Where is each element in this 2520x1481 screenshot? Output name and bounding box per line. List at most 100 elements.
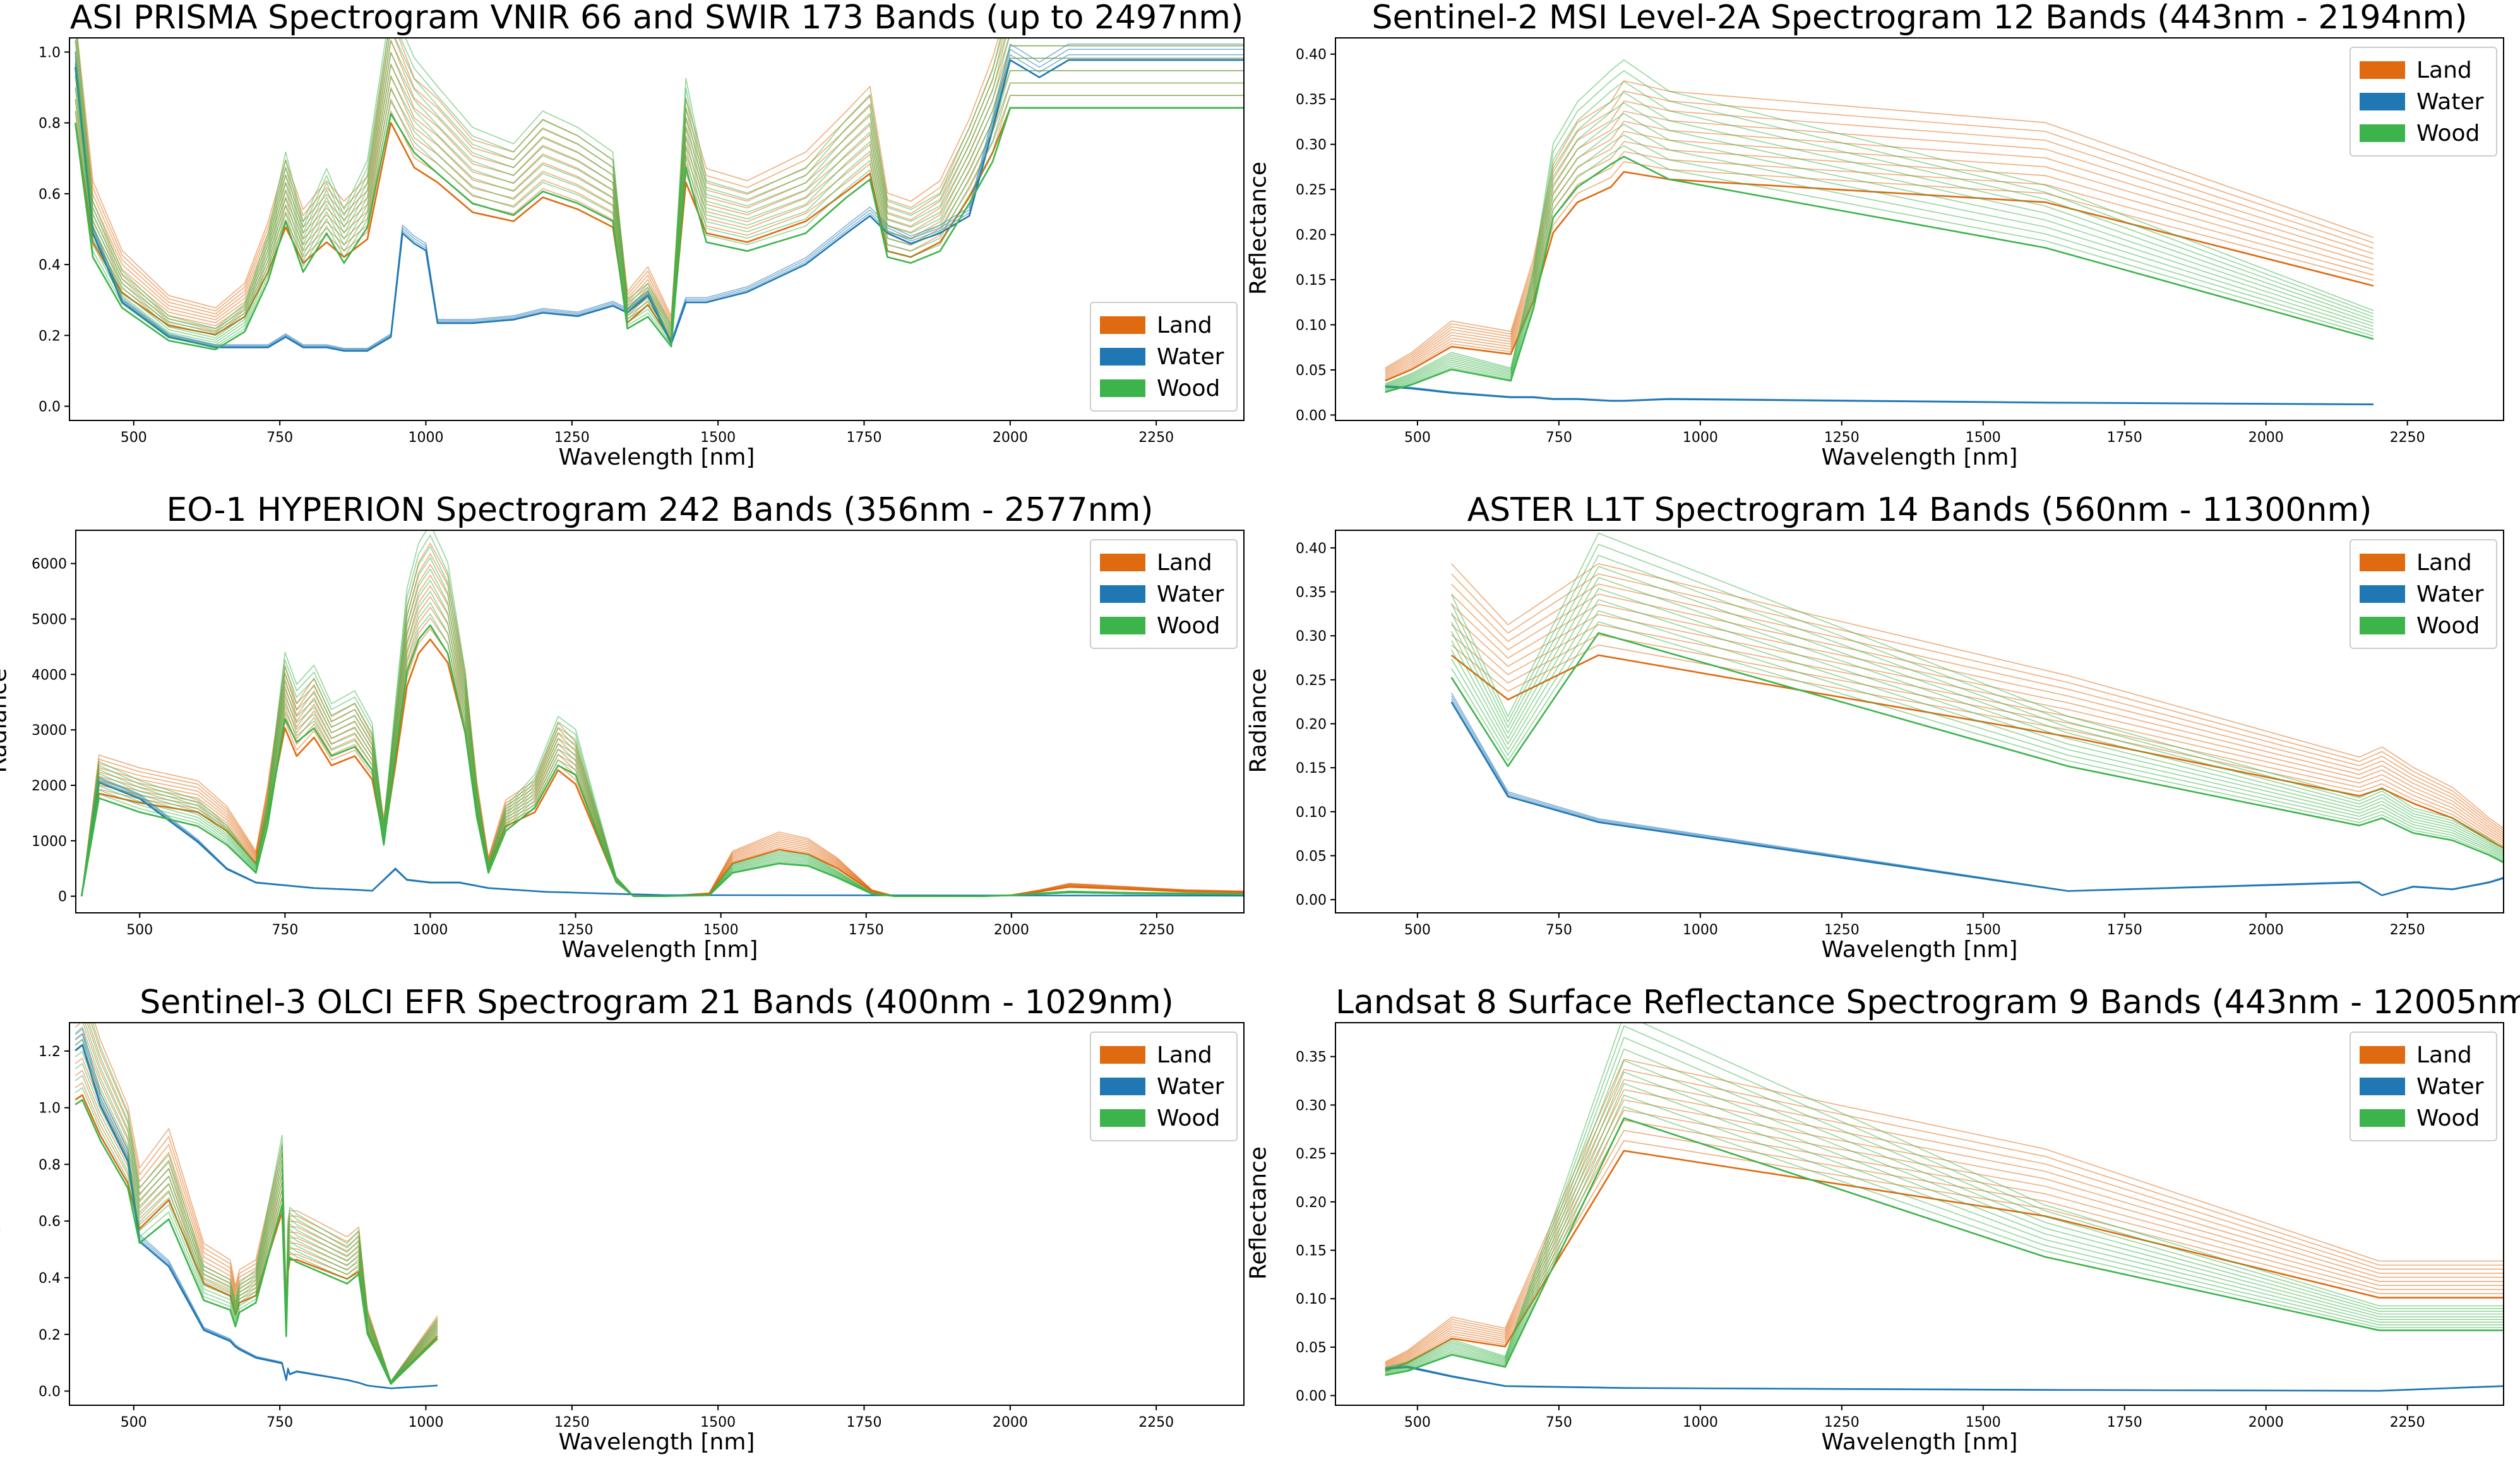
legend-item-water: Water xyxy=(1100,1071,1227,1102)
y-tick-label: 0.25 xyxy=(1296,673,1327,689)
series-line-water xyxy=(1385,384,2374,405)
series-line-wood xyxy=(81,545,1244,897)
series-line-land xyxy=(1451,583,2504,833)
legend-label: Wood xyxy=(2416,612,2480,639)
series-line-water xyxy=(75,44,1244,349)
series-line-land xyxy=(1385,90,2374,370)
series-line-water xyxy=(1385,1365,2504,1391)
axes-frame xyxy=(1335,530,2504,913)
series-line-wood xyxy=(75,107,1244,351)
chart-panel-1: ASI PRISMA Spectrogram VNIR 66 and SWIR … xyxy=(0,0,1250,496)
y-tick-label: 0.20 xyxy=(1296,717,1327,732)
x-tick-label: 500 xyxy=(1404,1415,1431,1430)
x-tick-label: 1750 xyxy=(2107,922,2142,938)
series-line-wood xyxy=(1385,70,2374,386)
y-tick-label: 0.20 xyxy=(1296,1195,1327,1211)
legend-item-land: Land xyxy=(2360,54,2487,86)
y-tick-label: 1.0 xyxy=(39,45,61,61)
x-tick-label: 750 xyxy=(1546,1415,1572,1430)
series-line-wood xyxy=(1450,577,2504,855)
y-tick-label: 0.25 xyxy=(1296,1146,1327,1162)
y-tick-label: 5000 xyxy=(32,612,67,628)
series-line-wood xyxy=(1385,113,2374,390)
series-line-wood xyxy=(1450,588,2504,857)
y-tick-label: 0.40 xyxy=(1296,541,1327,557)
x-tick-label: 1000 xyxy=(1683,1415,1718,1430)
legend-swatch xyxy=(2360,554,2405,571)
legend-swatch xyxy=(1100,617,1145,634)
x-tick-label: 2250 xyxy=(2390,430,2425,446)
series-line-wood xyxy=(75,38,1006,334)
x-axis-label: Wavelength [nm] xyxy=(558,1429,755,1455)
series-line-land xyxy=(1385,1119,2504,1369)
legend-label: Wood xyxy=(2416,1105,2480,1131)
series-line-land xyxy=(75,1082,438,1384)
y-tick-label: 0.15 xyxy=(1296,1244,1327,1259)
x-tick-label: 1750 xyxy=(2107,1415,2142,1430)
legend-label: Water xyxy=(2416,581,2484,607)
series-line-wood xyxy=(1385,155,2374,393)
series-line-land xyxy=(75,1023,438,1383)
axes-frame xyxy=(1335,37,2504,421)
y-tick-label: 0.05 xyxy=(1296,848,1327,864)
x-tick-label: 1000 xyxy=(412,922,448,938)
legend-swatch xyxy=(1100,1078,1145,1095)
y-tick-label: 1.2 xyxy=(39,1044,61,1060)
series-line-land xyxy=(1385,1089,2504,1365)
y-tick-label: 1.0 xyxy=(39,1101,61,1117)
y-tick-label: 0.00 xyxy=(1296,893,1327,908)
legend-item-wood: Wood xyxy=(2360,117,2487,149)
legend-swatch xyxy=(2360,1078,2405,1095)
legend-item-wood: Wood xyxy=(2360,610,2487,641)
axes-frame xyxy=(69,1022,1245,1406)
y-tick-label: 0.0 xyxy=(39,1384,61,1400)
legend-label: Water xyxy=(2416,88,2484,115)
legend-swatch xyxy=(2360,1046,2405,1064)
y-axis-label: Radiance xyxy=(0,1160,6,1266)
series-line-land xyxy=(1385,110,2374,373)
x-tick-label: 1500 xyxy=(703,922,739,938)
x-axis-label: Wavelength [nm] xyxy=(558,444,755,470)
legend-label: Land xyxy=(1157,1042,1212,1068)
chart-title: EO-1 HYPERION Spectrogram 242 Bands (356… xyxy=(166,491,1154,529)
y-tick-label: 0 xyxy=(58,889,67,905)
series-line-land xyxy=(1385,1069,2504,1364)
x-tick-label: 1250 xyxy=(554,1415,590,1430)
series-line-wood xyxy=(1385,1094,2504,1374)
series-line-wood xyxy=(1385,81,2374,386)
series-line-water xyxy=(1385,386,2374,405)
series-line-land xyxy=(1451,644,2504,847)
series-group xyxy=(75,1023,438,1389)
chart-panel-4: ASTER L1T Spectrogram 14 Bands (560nm - … xyxy=(1246,491,2510,989)
series-line-land xyxy=(1451,614,2504,840)
legend-swatch xyxy=(1100,316,1145,334)
series-line-wood xyxy=(81,530,1244,897)
x-tick-label: 1750 xyxy=(847,1415,882,1430)
legend-swatch xyxy=(2360,617,2405,634)
series-line-land xyxy=(81,553,1244,897)
series-line-water xyxy=(75,1033,438,1389)
y-tick-label: 0.15 xyxy=(1296,761,1327,776)
legend-swatch xyxy=(2360,124,2405,142)
legend: Land Water Wood xyxy=(1090,539,1238,649)
series-line-wood xyxy=(1451,610,2504,860)
chart-title: Sentinel-3 OLCI EFR Spectrogram 21 Bands… xyxy=(140,984,1174,1021)
series-line-water xyxy=(75,1038,438,1389)
y-tick-label: 0.0 xyxy=(39,400,61,415)
series-group xyxy=(1450,532,2504,896)
y-tick-label: 0.00 xyxy=(1296,1389,1327,1405)
legend-item-water: Water xyxy=(2360,578,2487,610)
x-axis-label: Wavelength [nm] xyxy=(1821,937,2018,963)
series-line-land xyxy=(1385,1099,2504,1367)
legend-swatch xyxy=(1100,554,1145,571)
series-line-wood xyxy=(75,1075,438,1384)
series-line-wood xyxy=(1385,1071,2504,1372)
x-tick-label: 750 xyxy=(1546,922,1572,938)
legend-swatch xyxy=(2360,93,2405,110)
series-line-land xyxy=(75,38,1010,325)
series-line-wood xyxy=(75,1098,438,1385)
x-tick-label: 2000 xyxy=(994,922,1029,938)
legend-item-land: Land xyxy=(1100,1039,1227,1071)
series-line-wood xyxy=(1450,554,2504,853)
y-axis-label: Reflectance xyxy=(1245,161,1272,295)
